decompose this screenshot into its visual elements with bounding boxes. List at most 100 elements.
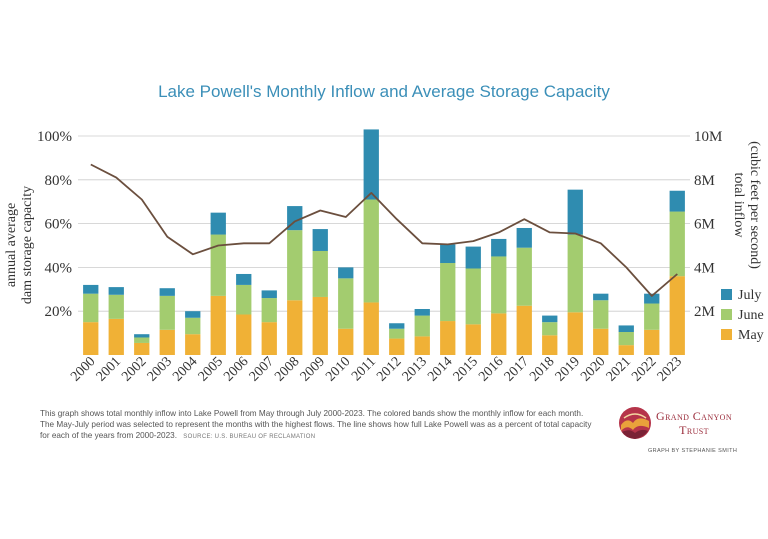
bar-june-2021 xyxy=(618,332,634,346)
legend-swatch-july xyxy=(721,289,732,300)
bar-july-2010 xyxy=(338,267,354,279)
bar-july-2023 xyxy=(669,190,685,212)
x-tick-label: 2009 xyxy=(298,354,328,384)
bar-june-2014 xyxy=(440,263,456,322)
bar-july-2007 xyxy=(261,290,277,299)
logo-wordmark: Grand Canyon Trust xyxy=(656,409,732,437)
bar-july-2022 xyxy=(644,293,660,304)
bar-june-2012 xyxy=(389,328,405,339)
x-tick-label: 2007 xyxy=(247,354,277,384)
bar-july-2012 xyxy=(389,323,405,329)
bar-may-2004 xyxy=(185,334,201,355)
bar-july-2013 xyxy=(414,309,430,316)
bar-july-2020 xyxy=(593,293,609,301)
bar-july-2021 xyxy=(618,325,634,333)
x-tick-label: 2005 xyxy=(196,354,226,384)
bar-june-2018 xyxy=(542,322,558,336)
bar-june-2003 xyxy=(159,295,175,330)
y-left-tick-label: 100% xyxy=(37,129,72,145)
bars xyxy=(83,129,685,355)
x-tick-label: 2021 xyxy=(604,354,634,384)
y-right-label-line: total inflow xyxy=(731,173,746,239)
x-tick-label: 2000 xyxy=(68,354,98,384)
storage-line-group xyxy=(90,163,678,297)
bar-june-2005 xyxy=(210,234,226,296)
bar-july-2000 xyxy=(83,284,99,294)
bar-may-2012 xyxy=(389,338,405,355)
y-left-tick-label: 20% xyxy=(45,304,73,320)
x-tick-label: 2003 xyxy=(145,354,175,384)
y-right-tick-label: 6M xyxy=(694,217,715,233)
x-tick-label: 2010 xyxy=(323,354,353,384)
y-left-label-line: dam storage capacity xyxy=(20,186,35,304)
legend-swatch-june xyxy=(721,309,732,320)
bar-may-2013 xyxy=(414,336,430,355)
bar-june-2019 xyxy=(567,234,583,313)
bar-may-2016 xyxy=(491,313,507,355)
bar-may-2019 xyxy=(567,312,583,355)
caption: This graph shows total monthly inflow in… xyxy=(40,408,596,443)
bar-july-2019 xyxy=(567,189,583,235)
logo-line1: Grand Canyon xyxy=(656,409,733,423)
x-axis-ticks: 2000200120022003200420052006200720082009… xyxy=(68,354,685,384)
x-tick-label: 2015 xyxy=(451,354,481,384)
bar-may-2015 xyxy=(465,324,481,355)
y-left-label-line: annual average xyxy=(4,203,19,287)
bar-july-2009 xyxy=(312,229,328,251)
bar-june-2001 xyxy=(108,294,124,319)
bar-june-2011 xyxy=(363,199,379,303)
x-tick-label: 2020 xyxy=(578,354,608,384)
bar-may-2017 xyxy=(516,305,532,355)
caption-source: SOURCE: U.S. BUREAU OF RECLAMATION xyxy=(183,434,316,440)
bar-july-2015 xyxy=(465,246,481,269)
right-axis-ticks: 2M 4M 6M 8M 10M xyxy=(694,129,722,320)
legend-label-may: May xyxy=(738,328,764,343)
bar-may-2023 xyxy=(669,276,685,355)
bar-june-2017 xyxy=(516,247,532,306)
bar-may-2006 xyxy=(236,314,252,355)
x-tick-label: 2011 xyxy=(349,354,379,384)
x-tick-label: 2012 xyxy=(374,354,404,384)
chart-title: Lake Powell's Monthly Inflow and Average… xyxy=(158,82,610,101)
y-right-label-line: (cubic feet per second) xyxy=(747,141,762,269)
bar-may-2022 xyxy=(644,329,660,355)
bar-july-2016 xyxy=(491,238,507,257)
bar-july-2004 xyxy=(185,311,201,318)
bar-june-2013 xyxy=(414,315,430,337)
bar-may-2008 xyxy=(287,300,303,355)
bar-june-2007 xyxy=(261,298,277,323)
bar-may-2002 xyxy=(134,342,150,355)
x-tick-label: 2022 xyxy=(629,354,659,384)
bar-june-2016 xyxy=(491,256,507,314)
bar-july-2014 xyxy=(440,244,456,264)
x-tick-label: 2016 xyxy=(476,354,506,384)
y-right-tick-label: 8M xyxy=(694,173,715,189)
y-right-tick-label: 10M xyxy=(694,129,722,145)
bar-june-2008 xyxy=(287,230,303,301)
bar-july-2011 xyxy=(363,129,379,200)
y-left-tick-label: 40% xyxy=(45,260,73,276)
bar-may-2003 xyxy=(159,329,175,355)
bar-may-2010 xyxy=(338,328,354,355)
x-tick-label: 2017 xyxy=(502,354,532,384)
canyon-emblem-icon xyxy=(619,407,651,439)
bar-july-2003 xyxy=(159,288,175,296)
bar-june-2022 xyxy=(644,303,660,330)
y-right-tick-label: 4M xyxy=(694,260,715,276)
bar-may-2000 xyxy=(83,322,99,355)
bar-june-2020 xyxy=(593,300,609,329)
x-tick-label: 2013 xyxy=(400,354,430,384)
bar-may-2014 xyxy=(440,321,456,355)
x-tick-label: 2018 xyxy=(527,354,557,384)
bar-june-2000 xyxy=(83,293,99,323)
bar-may-2005 xyxy=(210,295,226,355)
bar-june-2009 xyxy=(312,250,328,297)
left-axis-label: annual average dam storage capacity xyxy=(4,186,35,304)
bar-may-2011 xyxy=(363,302,379,355)
x-tick-label: 2004 xyxy=(170,354,200,384)
grid-lines xyxy=(78,135,690,312)
x-tick-label: 2002 xyxy=(119,354,149,384)
storage-capacity-line xyxy=(90,163,678,297)
bar-july-2018 xyxy=(542,315,558,323)
grand-canyon-trust-logo: Grand Canyon Trust xyxy=(618,402,758,462)
